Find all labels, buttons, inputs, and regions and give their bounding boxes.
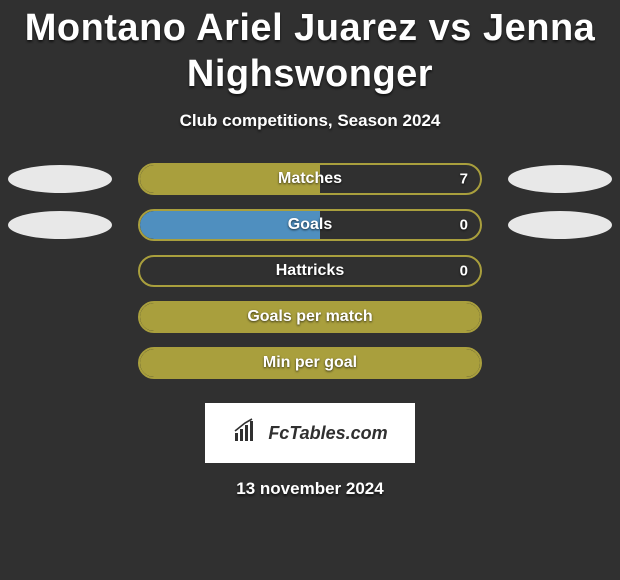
stat-row: Min per goal [0,347,620,393]
stat-value-right: 7 [460,171,468,188]
left-value-bubble [8,165,112,193]
chart-icon [232,417,260,450]
stat-bar-track: Matches7 [138,163,482,195]
branding-text: FcTables.com [268,423,387,444]
left-value-bubble [8,211,112,239]
comparison-subtitle: Club competitions, Season 2024 [0,111,620,131]
stat-bar-fill [140,349,480,377]
stat-bar-track: Min per goal [138,347,482,379]
right-value-bubble [508,211,612,239]
right-value-bubble [508,165,612,193]
stat-bar-fill [140,165,320,193]
stat-row: Goals0 [0,209,620,255]
stat-bar-track: Goals per match [138,301,482,333]
stat-row: Hattricks0 [0,255,620,301]
stat-value-right: 0 [460,263,468,280]
stat-value-right: 0 [460,217,468,234]
branding-box: FcTables.com [205,403,415,463]
stat-rows-container: Matches7Goals0Hattricks0Goals per matchM… [0,163,620,393]
stat-bar-track: Hattricks0 [138,255,482,287]
comparison-date: 13 november 2024 [0,479,620,499]
comparison-title: Montano Ariel Juarez vs Jenna Nighswonge… [0,0,620,97]
stat-bar-fill [140,303,480,331]
stat-row: Matches7 [0,163,620,209]
stat-bar-fill [140,211,320,239]
stat-row: Goals per match [0,301,620,347]
stat-label: Hattricks [140,262,480,280]
stat-bar-track: Goals0 [138,209,482,241]
